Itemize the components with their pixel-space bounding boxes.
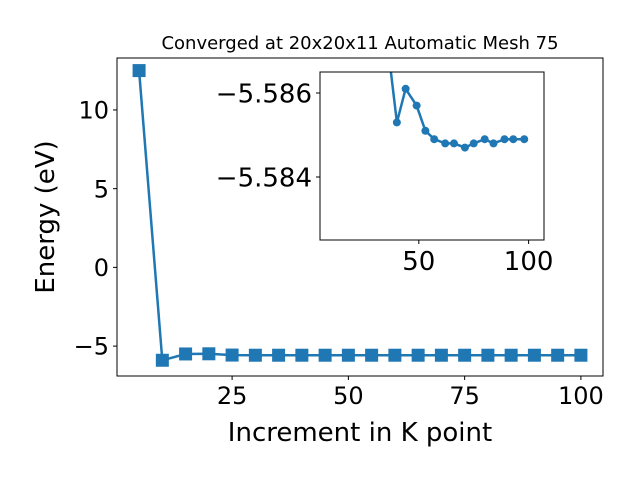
main-y-tick-label: 5 (94, 175, 109, 203)
inset-data-point (469, 139, 478, 148)
main-data-point (341, 348, 355, 362)
main-data-point (411, 348, 425, 362)
main-y-tick-label: 0 (94, 254, 109, 282)
inset-x-tick-label: 100 (504, 247, 554, 277)
main-data-point (225, 348, 239, 362)
inset-data-point (489, 139, 498, 148)
main-plot: 25 50 75 100 −5 0 5 10 (74, 57, 604, 410)
main-data-point (551, 348, 565, 362)
main-x-tick-label: 100 (558, 382, 604, 410)
main-data-point (132, 64, 146, 78)
main-y-tick-label: −5 (74, 333, 109, 361)
inset-y-tick-label: −5.586 (216, 79, 312, 109)
main-data-point (527, 348, 541, 362)
main-data-point (365, 348, 379, 362)
main-x-ticks: 25 50 75 100 (217, 376, 604, 410)
inset-y-tick-label: −5.584 (216, 163, 312, 193)
inset-data-point (520, 135, 529, 144)
main-axes-frame (116, 57, 604, 377)
inset-data-point (460, 143, 469, 152)
y-axis-label: Energy (eV) (31, 140, 61, 293)
main-data-point (295, 348, 309, 362)
main-data-point (481, 348, 495, 362)
main-data-point (388, 348, 402, 362)
main-data-point (272, 348, 286, 362)
main-data-point (434, 348, 448, 362)
inset-plot: 50 100 −5.586 −5.584 (216, 71, 553, 277)
inset-data-point (392, 118, 401, 127)
main-data-point (155, 353, 169, 367)
chart-title: Converged at 20x20x11 Automatic Mesh 75 (161, 33, 558, 54)
main-data-point (318, 348, 332, 362)
main-x-tick-label: 50 (333, 382, 364, 410)
inset-data-point (449, 139, 458, 148)
main-data-layer (132, 64, 588, 367)
inset-x-tick-label: 50 (402, 247, 435, 277)
main-data-point (202, 347, 216, 361)
main-y-ticks: −5 0 5 10 (74, 97, 117, 361)
main-data-point (248, 348, 262, 362)
inset-x-ticks: 50 100 (402, 240, 553, 277)
inset-data-point (421, 126, 430, 135)
inset-data-point (509, 135, 518, 144)
inset-data-layer (389, 72, 529, 152)
inset-data-point (480, 135, 489, 144)
main-y-tick-label: 10 (78, 97, 109, 125)
inset-data-point (441, 139, 450, 148)
inset-axes-frame (319, 71, 545, 241)
inset-data-point (401, 84, 410, 93)
main-data-point (179, 347, 193, 361)
main-x-tick-label: 25 (217, 382, 248, 410)
inset-background (320, 72, 544, 240)
main-data-point (574, 348, 588, 362)
inset-y-ticks: −5.586 −5.584 (216, 79, 320, 193)
x-axis-label: Increment in K point (228, 418, 492, 448)
main-data-point (504, 348, 518, 362)
main-x-tick-label: 75 (449, 382, 480, 410)
inset-data-point (412, 101, 421, 110)
main-data-point (458, 348, 472, 362)
inset-data-point (430, 135, 439, 144)
inset-data-point (500, 135, 509, 144)
